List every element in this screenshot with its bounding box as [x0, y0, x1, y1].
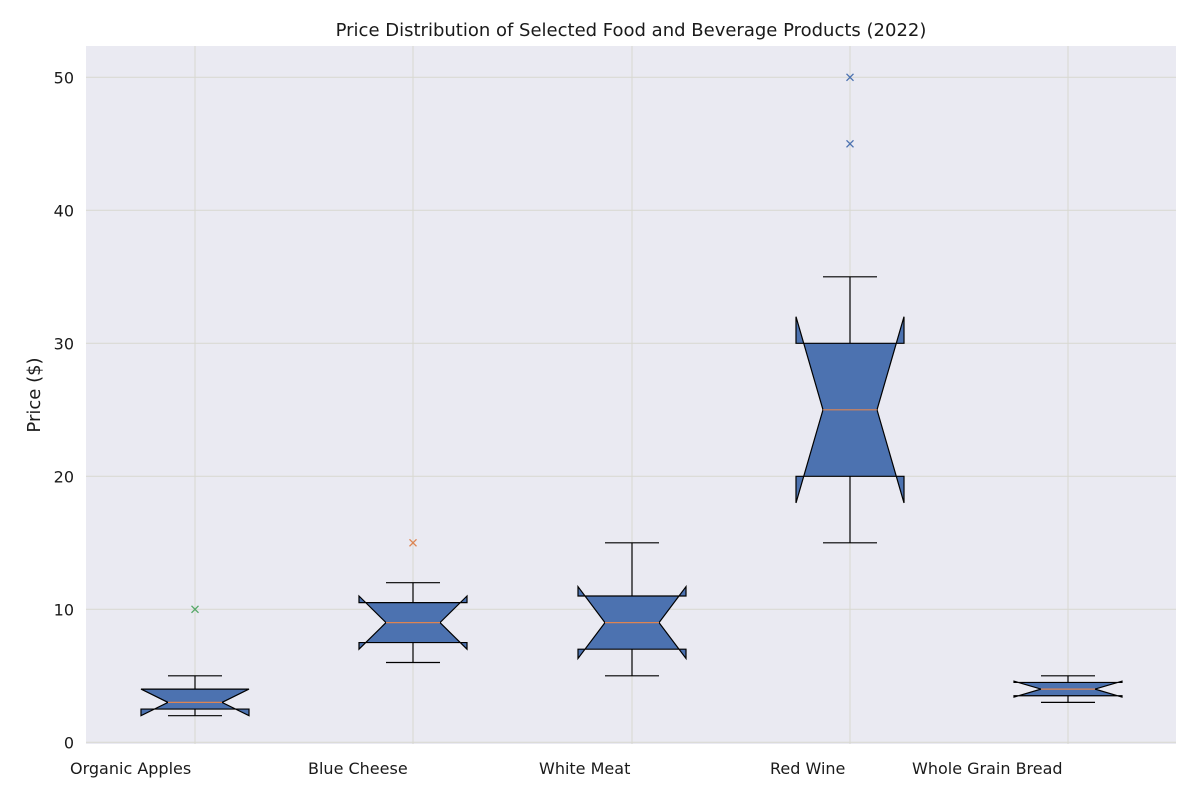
- x-category-label: Organic Apples: [70, 759, 191, 778]
- outlier-marker: [846, 139, 854, 148]
- outlier-stroke: [191, 605, 199, 614]
- x-category-label: Whole Grain Bread: [912, 759, 1063, 778]
- x-category-label: White Meat: [539, 759, 630, 778]
- y-tick-label: 40: [54, 201, 74, 220]
- box-group: [795, 73, 905, 544]
- outlier-marker: [409, 538, 417, 547]
- y-tick-label: 0: [64, 733, 74, 752]
- y-tick-label: 10: [54, 600, 74, 619]
- y-tick-label: 50: [54, 68, 74, 87]
- box-group: [140, 605, 250, 717]
- chart-title: Price Distribution of Selected Food and …: [336, 20, 927, 41]
- box-layer: [140, 73, 1123, 717]
- outlier-stroke: [846, 73, 854, 82]
- y-axis-label: Price ($): [24, 357, 45, 432]
- outlier-stroke: [846, 139, 854, 148]
- box-group: [358, 538, 468, 664]
- y-tick-label: 20: [54, 467, 74, 486]
- x-category-label: Red Wine: [770, 759, 845, 778]
- y-tick-label: 30: [54, 334, 74, 353]
- outlier-stroke: [409, 538, 417, 547]
- box-group: [577, 542, 687, 677]
- box-group: [1013, 675, 1123, 704]
- tick-layer: 0 10 20 30 40 50 Organic Apples Blue Cheese Whit…: [54, 68, 1063, 778]
- x-category-label: Blue Cheese: [308, 759, 408, 778]
- outlier-marker: [191, 605, 199, 614]
- outlier-marker: [846, 73, 854, 82]
